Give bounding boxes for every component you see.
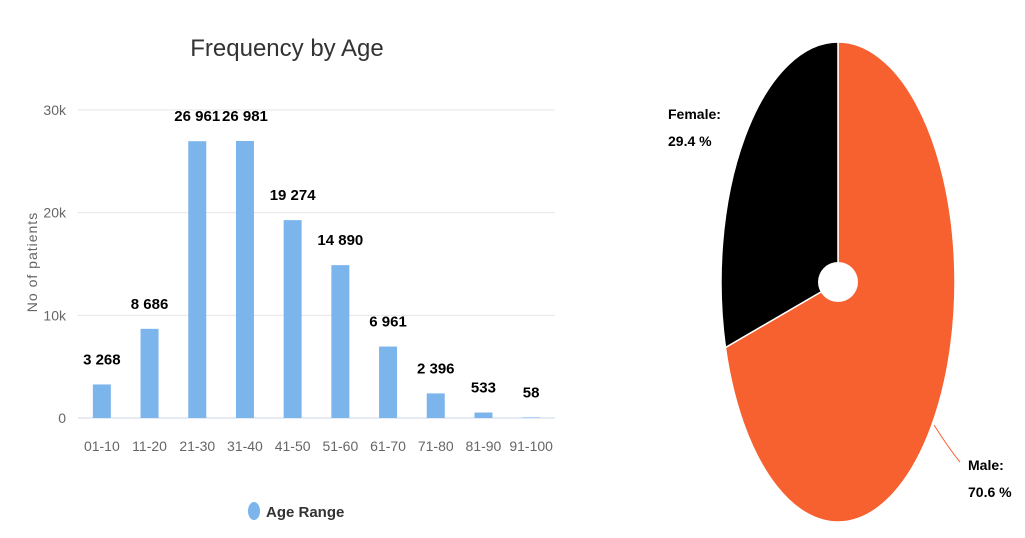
data-label: 2 396: [417, 360, 455, 377]
data-label: 26 961: [174, 108, 220, 125]
data-label: 19 274: [270, 187, 317, 204]
legend-label: Age Range: [266, 504, 344, 521]
bar-51-60[interactable]: [331, 265, 350, 418]
pie-chart-panel: Female: 29.4 % Male: 70.6 %: [600, 0, 1025, 533]
bar-41-50[interactable]: [283, 220, 302, 418]
bar-61-70[interactable]: [379, 346, 398, 418]
x-tick-label: 01-10: [84, 438, 120, 454]
female-label: Female:: [668, 106, 721, 122]
legend[interactable]: Age Range: [248, 502, 344, 521]
x-tick-label: 41-50: [275, 438, 311, 454]
x-tick-label: 11-20: [132, 438, 167, 454]
data-label: 58: [523, 384, 540, 401]
data-label: 6 961: [369, 314, 407, 331]
bar-11-20[interactable]: [140, 328, 159, 418]
x-tick-label: 31-40: [227, 438, 263, 454]
donut-hole: [818, 262, 858, 302]
y-tick-label: 10k: [43, 307, 67, 323]
x-tick-label: 81-90: [466, 438, 502, 454]
x-axis-ticks: 01-10 11-20 21-30 31-40 41-50 51-60 61-70 71-80…: [84, 438, 553, 454]
data-label: 8 686: [131, 296, 169, 313]
x-tick-label: 51-60: [322, 438, 358, 454]
y-axis-title: No of patients: [24, 212, 40, 312]
legend-marker: [248, 502, 260, 520]
data-label: 3 268: [83, 351, 121, 368]
bar-91-100[interactable]: [522, 417, 541, 418]
data-label: 26 981: [222, 108, 268, 125]
y-tick-label: 30k: [43, 102, 67, 118]
male-label: Male:: [968, 457, 1004, 473]
bar-81-90[interactable]: [474, 412, 493, 418]
male-connector: [933, 424, 961, 463]
slice-female[interactable]: [720, 41, 839, 349]
bars: [92, 140, 541, 419]
y-tick-label: 20k: [43, 205, 67, 221]
bar-21-30[interactable]: [188, 141, 207, 419]
data-label: 14 890: [317, 232, 363, 249]
data-label: 533: [471, 380, 496, 397]
x-tick-label: 21-30: [179, 438, 215, 454]
bar-01-10[interactable]: [92, 384, 111, 418]
bar-chart-panel: Frequency by Age No of patients 3 268 8 6…: [24, 35, 555, 521]
chart-title: Frequency by Age: [190, 35, 383, 62]
y-axis-ticks: 0 10k 20k 30k: [43, 102, 67, 426]
bar-71-80[interactable]: [426, 393, 445, 418]
x-tick-label: 71-80: [418, 438, 454, 454]
bar-31-40[interactable]: [235, 140, 254, 419]
x-tick-label: 91-100: [509, 438, 553, 454]
x-tick-label: 61-70: [370, 438, 406, 454]
female-value: 29.4 %: [668, 133, 712, 149]
pie-chart: Female: 29.4 % Male: 70.6 %: [668, 41, 1012, 523]
data-labels: 3 268 8 686 26 961 26 981 19 274 14 890 6 961 2…: [83, 108, 539, 401]
y-tick-label: 0: [58, 410, 66, 426]
bar-chart: Frequency by Age No of patients 3 268 8 6…: [24, 35, 555, 521]
male-value: 70.6 %: [968, 484, 1012, 500]
